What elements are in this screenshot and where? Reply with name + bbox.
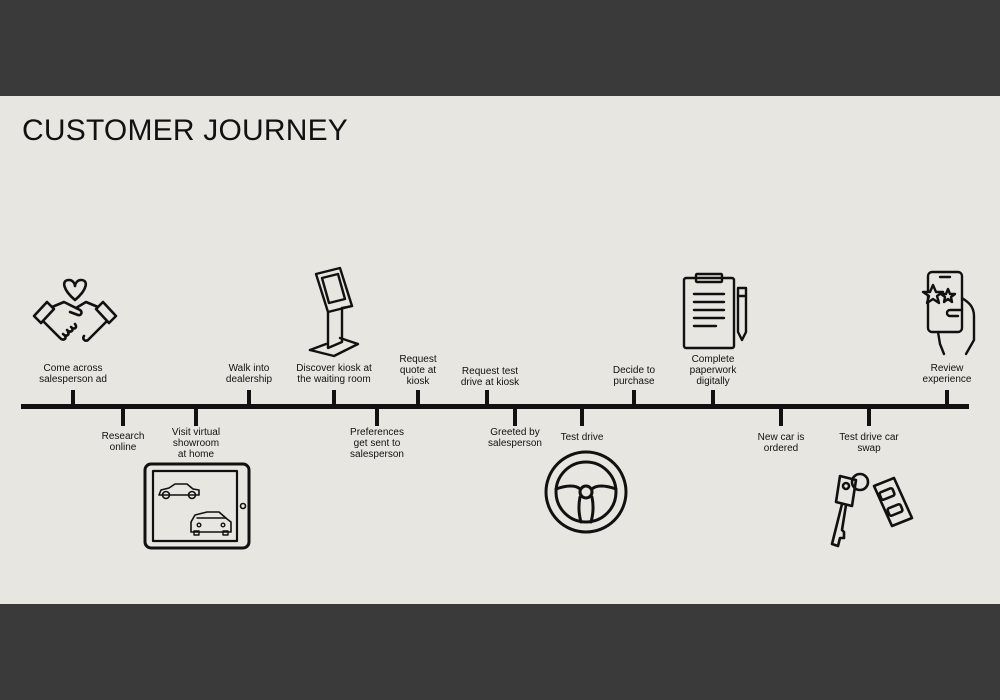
tick-research-online: [121, 406, 125, 426]
step-label: Test drive: [560, 432, 604, 443]
clipboard-pen-icon: [680, 272, 750, 352]
tick-new-car: [779, 406, 783, 426]
tick-decide: [632, 390, 636, 406]
step-label: Request quote at kiosk: [399, 354, 437, 387]
step-label: Request test drive at kiosk: [460, 366, 520, 388]
step-label: Complete paperwork digitally: [689, 354, 737, 387]
handshake-heart-icon: [30, 278, 120, 348]
tablet-cars-icon: [143, 462, 251, 550]
step-label: Walk into dealership: [225, 363, 273, 385]
steering-wheel-icon: [543, 449, 629, 535]
step-label: Test drive car swap: [839, 432, 899, 454]
step-label: Greeted by salesperson: [488, 427, 542, 449]
step-label: Research online: [101, 431, 145, 453]
tick-preferences: [375, 406, 379, 426]
step-label: Preferences get sent to salesperson: [350, 427, 404, 460]
diagram-title: CUSTOMER JOURNEY: [22, 114, 349, 147]
phone-rating-icon: [916, 270, 980, 356]
tick-review: [945, 390, 949, 406]
diagram-panel: [0, 96, 1000, 604]
tick-test-drive: [580, 406, 584, 426]
step-label: Review experience: [922, 363, 972, 385]
tick-car-swap: [867, 406, 871, 426]
tick-discover-kiosk: [332, 390, 336, 406]
tick-visit-showroom: [194, 406, 198, 426]
step-label: Come across salesperson ad: [39, 363, 107, 385]
kiosk-icon: [306, 266, 362, 358]
step-label: Decide to purchase: [612, 365, 656, 387]
step-label: Discover kiosk at the waiting room: [296, 363, 372, 385]
car-keys-icon: [822, 470, 920, 550]
tick-request-quote: [416, 390, 420, 406]
timeline-line: [21, 404, 969, 409]
step-label: New car is ordered: [757, 432, 805, 454]
tick-request-test-drive: [485, 390, 489, 406]
tick-walk-into: [247, 390, 251, 406]
tick-paperwork: [711, 390, 715, 406]
tick-greeted: [513, 406, 517, 426]
tick-come-across: [71, 390, 75, 406]
step-label: Visit virtual showroom at home: [171, 427, 221, 460]
